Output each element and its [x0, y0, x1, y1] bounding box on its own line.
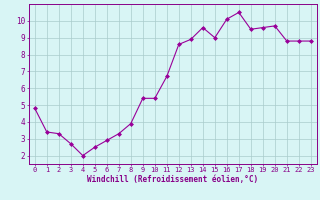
- X-axis label: Windchill (Refroidissement éolien,°C): Windchill (Refroidissement éolien,°C): [87, 175, 258, 184]
